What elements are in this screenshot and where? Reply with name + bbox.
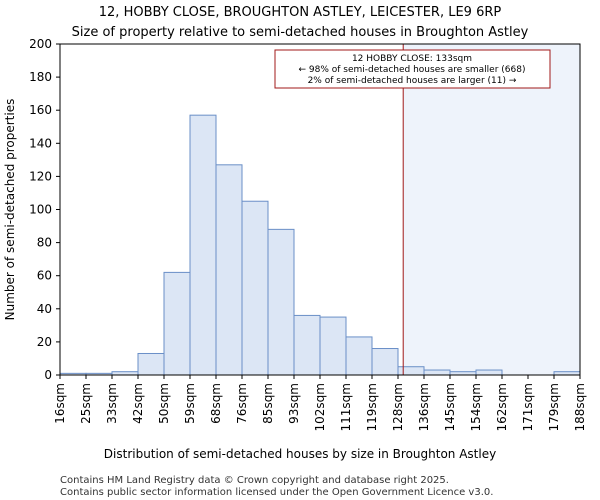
bar (293, 314, 321, 376)
x-tick-label: 102sqm (313, 383, 327, 431)
annotation-line-2: ← 98% of semi-detached houses are smalle… (299, 65, 526, 75)
x-tick-label: 111sqm (339, 383, 353, 431)
y-tick-label: 200 (29, 37, 52, 51)
x-tick-label: 179sqm (547, 383, 561, 431)
x-axis-label: Distribution of semi-detached houses by … (104, 447, 496, 461)
chart-title: 12, HOBBY CLOSE, BROUGHTON ASTLEY, LEICE… (99, 5, 502, 20)
x-tick-label: 33sqm (105, 383, 119, 424)
annotation-border (274, 49, 551, 89)
y-tick-label: 60 (37, 269, 52, 283)
bar (137, 352, 165, 376)
x-tick-label: 59sqm (183, 383, 197, 424)
x-tick-label: 76sqm (235, 383, 249, 424)
chart-subtitle: Size of property relative to semi-detach… (72, 25, 529, 40)
bar (319, 316, 347, 376)
y-tick-label: 0 (44, 368, 52, 382)
bar (189, 114, 217, 376)
y-tick-label: 100 (29, 203, 52, 217)
annotation-box: 12 HOBBY CLOSE: 133sqm ← 98% of semi-det… (274, 49, 551, 89)
bar (371, 348, 399, 376)
x-tick-label: 25sqm (79, 383, 93, 424)
y-tick-label: 160 (29, 103, 52, 117)
x-axis: 16sqm 25sqm 33sqm 42sqm 50sqm 59sqm 68sqm 76sqm… (53, 375, 587, 431)
x-tick-label: 85sqm (261, 383, 275, 424)
y-tick-label: 180 (29, 70, 52, 84)
x-tick-label: 16sqm (53, 383, 67, 424)
x-tick-label: 145sqm (443, 383, 457, 431)
larger-region-shade (403, 44, 580, 375)
footer-line-1: Contains HM Land Registry data © Crown c… (60, 475, 449, 486)
x-tick-label: 171sqm (521, 383, 535, 431)
bars (59, 114, 581, 376)
bar (397, 366, 425, 376)
y-axis: 0 20 40 60 80 100 120 140 160 180 200 (29, 37, 60, 382)
x-tick-label: 162sqm (495, 383, 509, 431)
x-tick-label: 42sqm (131, 383, 145, 424)
y-tick-label: 20 (37, 335, 52, 349)
x-tick-label: 136sqm (417, 383, 431, 431)
x-tick-label: 188sqm (573, 383, 587, 431)
footer-line-2: Contains public sector information licen… (60, 487, 493, 498)
bar (215, 164, 243, 376)
x-tick-label: 93sqm (287, 383, 301, 424)
bar (241, 200, 269, 376)
bar (163, 271, 191, 376)
plot-area: 0 20 40 60 80 100 120 140 160 180 200 16sqm 25sqm 33… (29, 37, 587, 431)
x-tick-label: 119sqm (365, 383, 379, 431)
x-tick-label: 128sqm (391, 383, 405, 431)
y-tick-label: 140 (29, 136, 52, 150)
x-tick-label: 154sqm (469, 383, 483, 431)
y-tick-label: 80 (37, 236, 52, 250)
x-tick-label: 50sqm (157, 383, 171, 424)
y-axis-label: Number of semi-detached properties (3, 99, 17, 321)
bar (423, 369, 451, 376)
y-tick-label: 120 (29, 169, 52, 183)
bar (345, 336, 373, 376)
bar (267, 228, 295, 376)
y-tick-label: 40 (37, 302, 52, 316)
bar (475, 369, 503, 376)
annotation-line-3: 2% of semi-detached houses are larger (1… (308, 76, 517, 86)
x-tick-label: 68sqm (209, 383, 223, 424)
annotation-line-1: 12 HOBBY CLOSE: 133sqm (352, 54, 472, 64)
